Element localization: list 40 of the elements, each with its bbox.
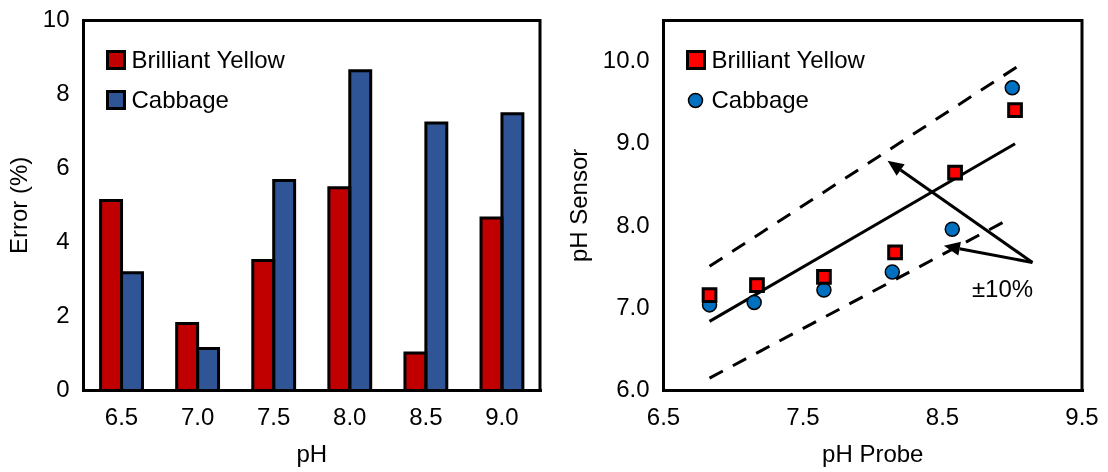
- point: [887, 244, 903, 261]
- point: [1007, 102, 1023, 118]
- x-tick-label: 7.0: [180, 403, 215, 431]
- y-tick-label: 0: [56, 375, 70, 403]
- y-tick-label: 6: [56, 153, 70, 181]
- x-tick-label: 8.5: [409, 403, 443, 431]
- point: [746, 294, 762, 311]
- x-tick-label: 7.5: [786, 403, 820, 431]
- x-axis-title: pH: [296, 440, 328, 468]
- y-tick-label: 4: [56, 227, 70, 255]
- x-tick-label: 6.5: [646, 403, 681, 431]
- y-tick-label: 2: [56, 301, 70, 329]
- y-tick-label: 10: [42, 5, 70, 33]
- point: [749, 277, 765, 294]
- point: [1004, 80, 1020, 96]
- x-tick-label: 9.0: [485, 403, 519, 431]
- x-axis-title: pH Probe: [822, 440, 924, 468]
- x-tick-label: 6.5: [104, 403, 139, 431]
- x-tick-label: 9.5: [1065, 403, 1099, 431]
- y-tick-label: 6.0: [616, 375, 650, 403]
- point: [944, 221, 961, 237]
- x-tick-label: 8.5: [925, 403, 960, 431]
- y-axis-title: pH Sensor: [565, 148, 593, 263]
- legend-label: Cabbage: [131, 86, 229, 114]
- legend-label: Brilliant Yellow: [131, 46, 286, 74]
- x-tick-label: 7.5: [257, 403, 291, 431]
- point: [701, 287, 718, 303]
- legend-label: Cabbage: [711, 86, 809, 114]
- y-axis-title: Error (%): [5, 156, 33, 255]
- y-tick-label: 8: [56, 79, 70, 107]
- y-tick-label: 7.0: [616, 292, 650, 320]
- point: [947, 164, 963, 181]
- y-tick-label: 9.0: [616, 128, 650, 156]
- legend-label: Brilliant Yellow: [711, 46, 866, 74]
- annotation: ±10%: [971, 275, 1034, 303]
- x-tick-label: 8.0: [333, 403, 367, 431]
- point: [884, 264, 901, 280]
- y-tick-label: 10.0: [602, 46, 650, 74]
- y-tick-label: 8.0: [616, 210, 650, 238]
- point: [816, 269, 832, 285]
